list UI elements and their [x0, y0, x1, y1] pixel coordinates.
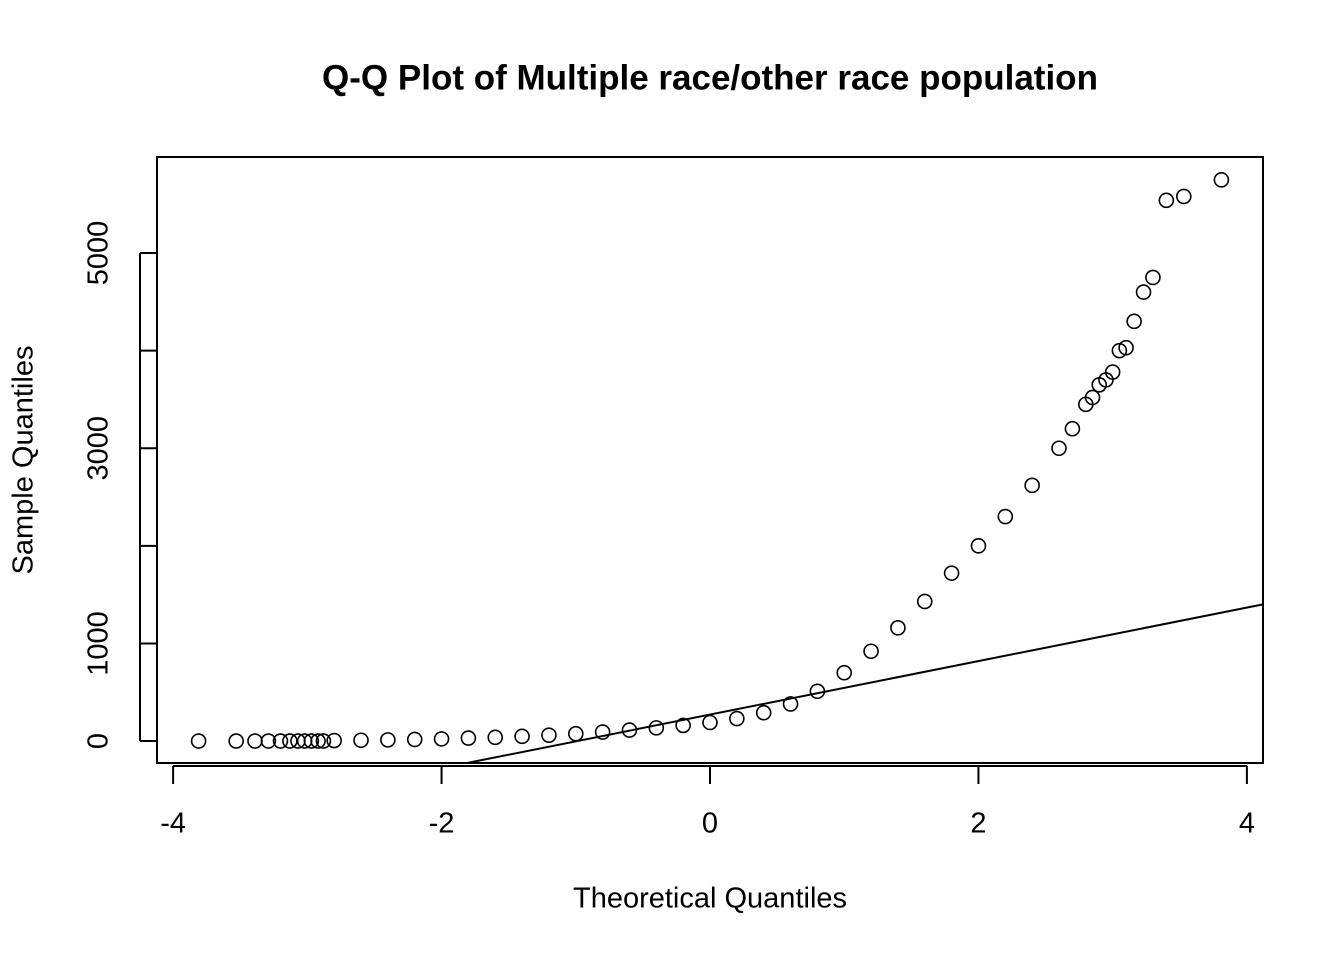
point — [890, 620, 906, 636]
point — [433, 731, 450, 747]
point — [916, 593, 933, 610]
point — [353, 732, 369, 749]
point — [406, 731, 423, 748]
plot-frame — [156, 156, 1264, 764]
point — [260, 733, 277, 749]
point — [247, 733, 263, 749]
point — [1024, 477, 1040, 494]
reference-line — [466, 603, 1263, 763]
point — [729, 710, 745, 727]
point — [272, 733, 289, 749]
y-tick-label: 5000 — [83, 221, 115, 286]
point — [648, 720, 665, 736]
point — [541, 727, 557, 743]
y-axis-label: Sample Quantiles — [8, 346, 40, 575]
point — [702, 714, 718, 731]
point — [1126, 313, 1142, 330]
point — [1111, 342, 1128, 359]
point — [1176, 188, 1192, 205]
y-tick-label: 3000 — [83, 416, 115, 481]
point — [380, 732, 396, 748]
point — [943, 565, 960, 581]
point — [487, 729, 504, 746]
point — [1104, 364, 1121, 380]
point — [594, 724, 611, 740]
x-tick-label: 4 — [1239, 808, 1255, 840]
point — [1145, 269, 1161, 286]
point — [755, 704, 772, 721]
point — [1084, 389, 1101, 406]
point — [782, 696, 799, 712]
point — [1064, 420, 1081, 437]
point — [228, 733, 244, 749]
point — [514, 728, 530, 745]
point — [315, 733, 332, 749]
point — [326, 732, 342, 749]
point — [863, 643, 879, 660]
point — [1051, 440, 1067, 457]
x-tick-label: 2 — [970, 808, 986, 840]
point — [970, 538, 987, 554]
point — [836, 664, 853, 681]
point — [310, 733, 326, 749]
point — [190, 733, 207, 749]
x-tick-label: 0 — [702, 808, 718, 840]
y-tick-label: 0 — [83, 733, 115, 749]
point — [282, 733, 298, 749]
point — [567, 725, 584, 742]
point — [1118, 339, 1134, 356]
point — [460, 730, 477, 746]
point — [675, 717, 691, 734]
x-axis-label: Theoretical Quantiles — [573, 883, 847, 915]
point — [809, 683, 826, 700]
point — [997, 508, 1014, 525]
x-tick-label: -2 — [429, 808, 455, 840]
point — [1135, 284, 1152, 300]
point — [303, 733, 320, 749]
point — [621, 722, 638, 738]
point — [1213, 172, 1230, 188]
x-tick-label: -4 — [160, 808, 186, 840]
point — [1158, 192, 1175, 209]
chart-title: Q-Q Plot of Multiple race/other race pop… — [322, 58, 1098, 97]
y-tick-label: 1000 — [83, 611, 115, 676]
